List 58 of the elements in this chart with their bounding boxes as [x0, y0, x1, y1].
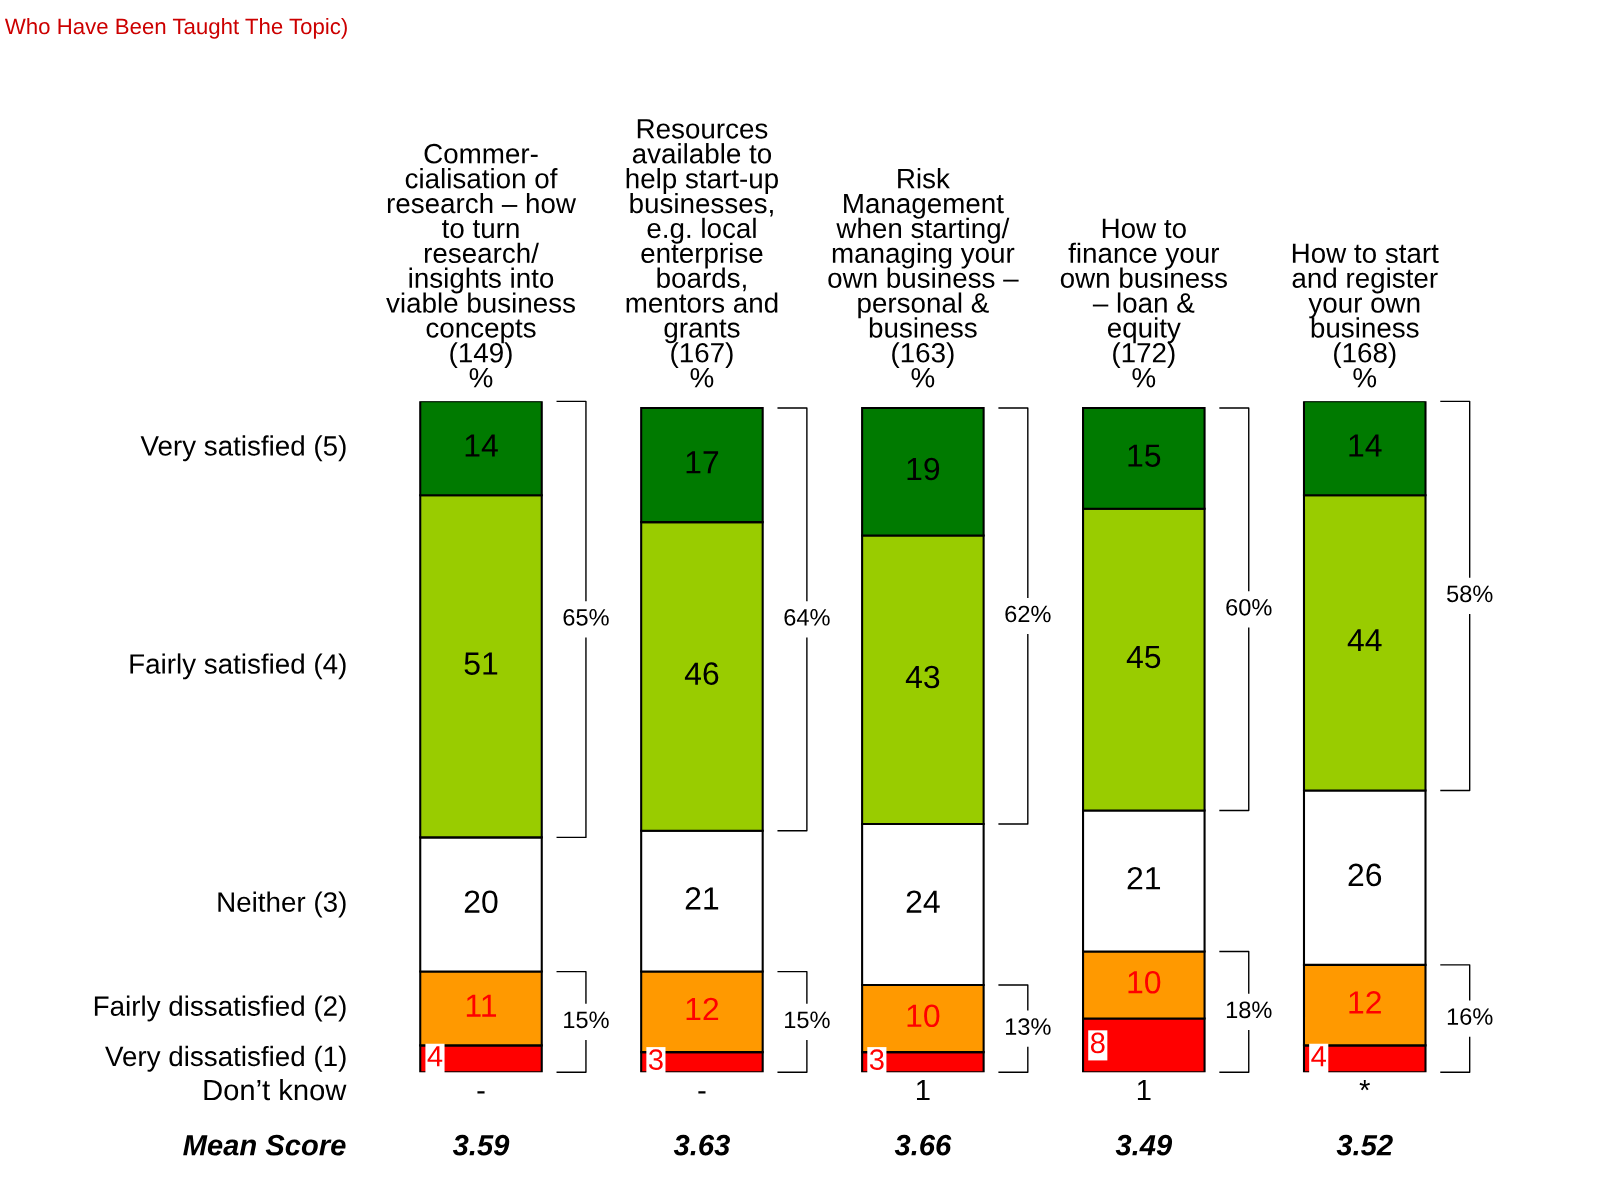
data-label: 45 — [1126, 645, 1161, 669]
data-label: 21 — [1127, 866, 1161, 890]
text: 3.49 — [1115, 1134, 1173, 1156]
category-label: Commer- cialisation of research – how to turn research/ insights into viable business concepts (149) % — [386, 143, 577, 388]
text: Very dissatisfied (1) — [105, 1045, 346, 1072]
text: 3.52 — [1336, 1134, 1393, 1156]
data-label: 51 — [464, 652, 498, 675]
data-label: 24 — [906, 890, 940, 913]
category-label: Risk Management when starting/ managing your own business – personal & business (163) % — [828, 168, 1019, 388]
data-label: 12 — [1349, 991, 1381, 1014]
x-tick-label: How to finance your own business – loan & equity (172) % — [1060, 218, 1227, 388]
data-label: 3 — [648, 1049, 663, 1070]
data-label: 4 — [1311, 1046, 1326, 1067]
data-label: 17 — [686, 451, 719, 474]
text: Fairly dissatisfied (2) — [94, 995, 346, 1022]
text: - — [698, 1091, 706, 1094]
annotation: 15% — [564, 1011, 609, 1029]
data-label: 12 — [686, 997, 719, 1021]
annotation: 65% — [563, 608, 609, 626]
data-label: 20 — [464, 890, 498, 914]
text: Fairly satisfied (4) — [130, 653, 346, 680]
text: - — [477, 1091, 485, 1094]
text: 1 — [916, 1080, 930, 1101]
text: Mean Score — [183, 1134, 346, 1156]
data-label: 10 — [1128, 970, 1161, 994]
data-label: 10 — [907, 1004, 940, 1028]
text: Very satisfied (5) — [140, 435, 346, 462]
data-label: 46 — [684, 662, 719, 685]
category-label: Resources available to help start-up businesses, e.g. local enterprise boards, mentors and grants (167) % — [626, 119, 778, 388]
data-label: 14 — [465, 434, 498, 457]
annotation: 15% — [785, 1011, 830, 1029]
annotation: 64% — [784, 608, 830, 626]
text: 1 — [1137, 1080, 1151, 1101]
text: 3.66 — [894, 1134, 952, 1156]
data-label: 44 — [1347, 629, 1382, 652]
text: Who Have Been Taught The Topic) — [4, 17, 347, 39]
data-label: 14 — [1349, 434, 1382, 457]
text: 3.59 — [452, 1134, 510, 1156]
data-label: 26 — [1348, 863, 1382, 887]
annotation: 16% — [1447, 1008, 1493, 1025]
data-label: 4 — [427, 1046, 443, 1067]
data-label: 15 — [1128, 444, 1161, 467]
annotation: 18% — [1226, 1001, 1272, 1019]
annotation: 58% — [1447, 585, 1493, 603]
text: * — [1359, 1080, 1370, 1091]
data-label: 8 — [1090, 1032, 1105, 1054]
text: 3.63 — [673, 1134, 730, 1156]
annotation: 62% — [1005, 605, 1051, 623]
x-tick-label: How to start and register your own business (168) % — [1292, 243, 1439, 388]
data-label: 43 — [905, 665, 940, 689]
annotation: 13% — [1005, 1018, 1051, 1035]
data-label: 11 — [466, 994, 497, 1017]
data-label: 19 — [907, 457, 940, 481]
annotation: 60% — [1226, 598, 1272, 616]
text: Neither (3) — [218, 891, 346, 918]
data-label: 3 — [869, 1049, 884, 1070]
data-label: 21 — [685, 887, 719, 910]
text: Don’t know — [204, 1078, 347, 1101]
